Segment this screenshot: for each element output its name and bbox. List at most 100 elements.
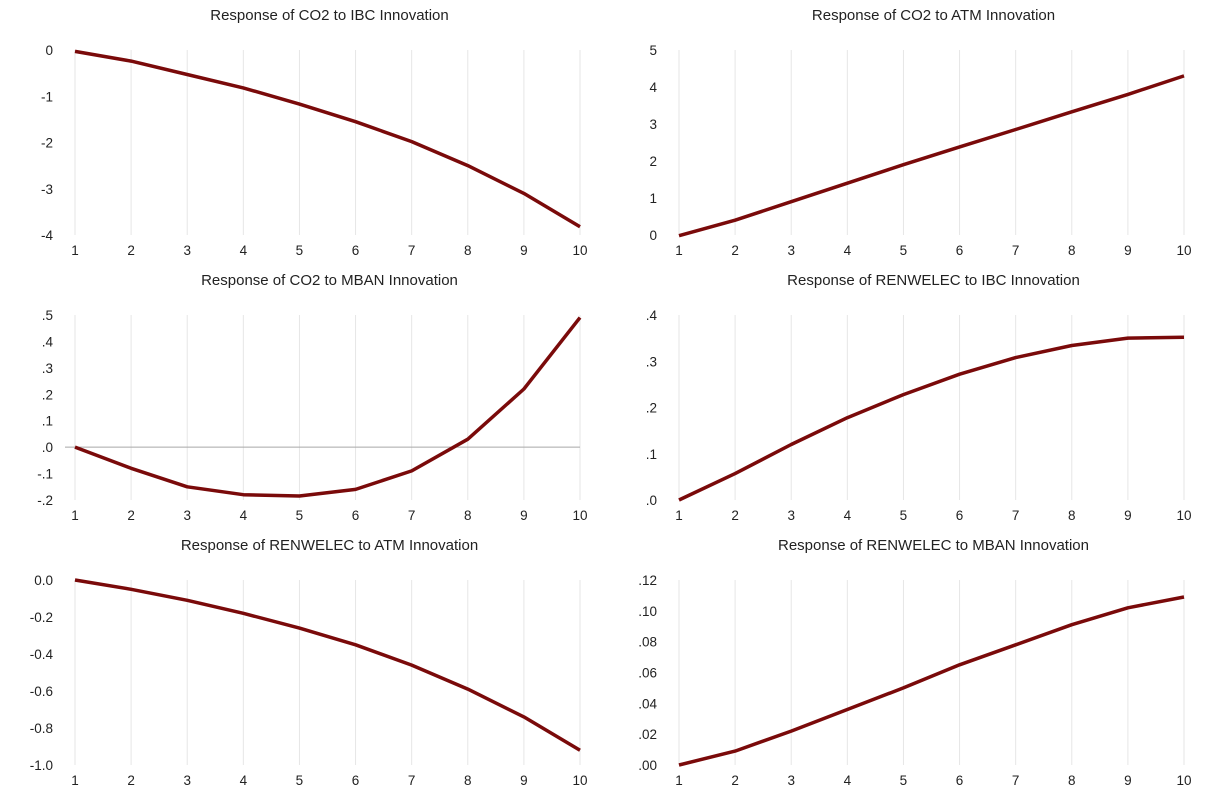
x-tick-label: 10 bbox=[572, 508, 587, 523]
y-tick-label: 2 bbox=[649, 154, 657, 169]
chart-panel-renwelec-ibc: Response of RENWELEC to IBC Innovation .4… bbox=[604, 265, 1208, 530]
chart-title: Response of CO2 to ATM Innovation bbox=[812, 7, 1055, 24]
x-tick-label: 8 bbox=[464, 508, 472, 523]
x-tick-label: 7 bbox=[408, 243, 416, 258]
y-tick-label: .5 bbox=[42, 308, 53, 323]
x-tick-label: 2 bbox=[731, 243, 739, 258]
x-tick-label: 3 bbox=[787, 773, 795, 788]
y-tick-label: -0.2 bbox=[30, 610, 53, 625]
x-tick-label: 1 bbox=[675, 773, 683, 788]
x-tick-label: 6 bbox=[352, 773, 360, 788]
chart-title: Response of RENWELEC to MBAN Innovation bbox=[778, 537, 1089, 554]
y-tick-label: 0.0 bbox=[34, 573, 53, 588]
y-tick-label: 0 bbox=[45, 43, 53, 58]
y-tick-label: -3 bbox=[41, 182, 53, 197]
y-tick-label: 3 bbox=[649, 117, 657, 132]
y-tick-label: .06 bbox=[638, 666, 657, 681]
chart-title: Response of CO2 to IBC Innovation bbox=[210, 7, 448, 24]
response-line bbox=[74, 316, 582, 498]
x-tick-label: 3 bbox=[183, 508, 191, 523]
y-tick-label: 4 bbox=[649, 80, 657, 95]
response-line bbox=[678, 335, 1185, 502]
x-tick-label: 8 bbox=[464, 773, 472, 788]
chart-panel-renwelec-mban: Response of RENWELEC to MBAN Innovation.… bbox=[604, 530, 1208, 795]
y-tick-label: .10 bbox=[638, 604, 657, 619]
x-tick-label: 8 bbox=[1068, 773, 1076, 788]
chart-title: Response of RENWELEC to ATM Innovation bbox=[181, 537, 478, 554]
y-tick-label: -0.6 bbox=[30, 684, 53, 699]
y-tick-label: -.1 bbox=[37, 467, 53, 482]
x-tick-label: 6 bbox=[352, 243, 360, 258]
x-tick-label: 2 bbox=[127, 508, 135, 523]
response-line bbox=[74, 49, 581, 229]
chart-title: Response of RENWELEC to IBC Innovation bbox=[787, 272, 1080, 289]
x-tick-label: 7 bbox=[408, 508, 416, 523]
chart-svg: Response of CO2 to IBC Innovation 0 -1 -2 -3… bbox=[41, 7, 588, 258]
x-tick-label: 3 bbox=[787, 508, 795, 523]
y-tick-label: .04 bbox=[638, 696, 657, 711]
x-tick-label: 5 bbox=[296, 508, 304, 523]
x-tick-label: 10 bbox=[572, 773, 587, 788]
x-tick-label: 8 bbox=[464, 243, 472, 258]
x-tick-label: 10 bbox=[1176, 508, 1191, 523]
x-tick-label: 7 bbox=[1012, 508, 1020, 523]
x-tick-label: 6 bbox=[956, 773, 964, 788]
y-tick-label: .0 bbox=[646, 493, 657, 508]
chart-panel-renwelec-atm: Response of RENWELEC to ATM Innovation 0.… bbox=[0, 530, 604, 795]
y-tick-label: .08 bbox=[638, 635, 657, 650]
x-tick-label: 4 bbox=[240, 508, 248, 523]
x-tick-label: 5 bbox=[900, 773, 908, 788]
x-tick-label: 2 bbox=[127, 243, 135, 258]
x-tick-label: 9 bbox=[1124, 773, 1132, 788]
x-tick-label: 8 bbox=[1068, 508, 1076, 523]
y-tick-label: -1.0 bbox=[30, 758, 53, 773]
y-tick-label: .2 bbox=[646, 401, 657, 416]
y-tick-label: -4 bbox=[41, 228, 53, 243]
x-tick-label: 4 bbox=[844, 508, 852, 523]
x-tick-label: 1 bbox=[675, 243, 683, 258]
y-tick-label: 1 bbox=[649, 191, 657, 206]
x-tick-label: 9 bbox=[1124, 243, 1132, 258]
x-tick-label: 5 bbox=[296, 243, 304, 258]
x-tick-label: 7 bbox=[1012, 243, 1020, 258]
chart-panel-co2-mban: Response of CO2 to MBAN Innovation .5 .4 .3… bbox=[0, 265, 604, 530]
y-tick-label: -0.4 bbox=[30, 647, 54, 662]
x-tick-label: 2 bbox=[731, 773, 739, 788]
chart-panel-co2-atm: Response of CO2 to ATM Innovation 0 1 2 3 4 5 1… bbox=[604, 0, 1208, 265]
y-tick-label: 5 bbox=[649, 43, 657, 58]
x-tick-label: 9 bbox=[520, 508, 528, 523]
y-tick-label: -0.8 bbox=[30, 721, 53, 736]
x-tick-label: 2 bbox=[731, 508, 739, 523]
x-tick-label: 10 bbox=[572, 243, 587, 258]
chart-svg: Response of CO2 to ATM Innovation 0 1 2 3 4 5 1… bbox=[649, 7, 1191, 258]
y-tick-label: -.2 bbox=[37, 493, 53, 508]
x-tick-label: 4 bbox=[844, 773, 852, 788]
x-tick-label: 1 bbox=[71, 243, 79, 258]
x-tick-label: 5 bbox=[900, 508, 908, 523]
y-tick-label: .2 bbox=[42, 387, 53, 402]
x-tick-label: 9 bbox=[520, 773, 528, 788]
x-tick-label: 2 bbox=[127, 773, 135, 788]
y-tick-label: .1 bbox=[646, 447, 657, 462]
x-tick-label: 3 bbox=[787, 243, 795, 258]
y-tick-label: .3 bbox=[42, 361, 53, 376]
x-tick-label: 6 bbox=[956, 243, 964, 258]
x-tick-label: 1 bbox=[71, 508, 79, 523]
chart-svg: Response of CO2 to MBAN Innovation .5 .4 .3… bbox=[37, 272, 587, 523]
chart-panel-co2-ibc: Response of CO2 to IBC Innovation 0 -1 -2 -3… bbox=[0, 0, 604, 265]
x-tick-label: 4 bbox=[240, 773, 248, 788]
x-tick-label: 3 bbox=[183, 243, 191, 258]
y-tick-label: .12 bbox=[638, 573, 657, 588]
chart-svg: Response of RENWELEC to MBAN Innovation.… bbox=[638, 537, 1191, 788]
x-tick-label: 10 bbox=[1176, 773, 1191, 788]
chart-title: Response of CO2 to MBAN Innovation bbox=[201, 272, 458, 289]
x-tick-label: 6 bbox=[956, 508, 964, 523]
x-tick-label: 9 bbox=[520, 243, 528, 258]
y-tick-label: .1 bbox=[42, 414, 53, 429]
y-tick-label: .00 bbox=[638, 758, 657, 773]
x-tick-label: 5 bbox=[900, 243, 908, 258]
chart-svg: Response of RENWELEC to ATM Innovation 0.… bbox=[30, 537, 588, 788]
response-line bbox=[74, 578, 581, 752]
y-tick-label: -1 bbox=[41, 89, 53, 104]
y-tick-label: .0 bbox=[42, 440, 53, 455]
